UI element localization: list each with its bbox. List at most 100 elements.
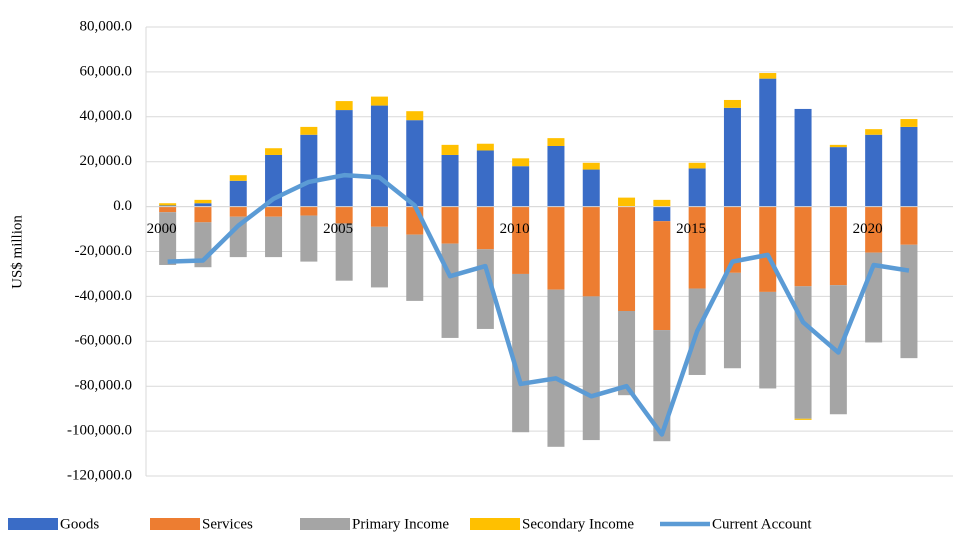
bar xyxy=(723,99,741,108)
bar xyxy=(476,150,494,207)
bar xyxy=(476,206,494,250)
y-tick-label: 60,000.0 xyxy=(80,63,133,79)
legend-label: Primary Income xyxy=(352,516,449,532)
x-tick-label: 2005 xyxy=(323,221,353,237)
bar xyxy=(370,206,388,227)
bar xyxy=(441,206,459,244)
bar xyxy=(441,144,459,155)
bar xyxy=(547,138,565,146)
bar xyxy=(512,166,530,207)
bar xyxy=(723,206,741,273)
bar xyxy=(653,330,671,442)
bar xyxy=(370,96,388,106)
bar xyxy=(229,180,247,207)
y-tick-label: -60,000.0 xyxy=(75,333,133,349)
bar xyxy=(547,206,565,290)
y-tick-label: 0.0 xyxy=(113,198,132,214)
bar xyxy=(900,126,918,207)
y-axis-label: US$ million xyxy=(9,215,25,289)
y-tick-label: -100,000.0 xyxy=(67,423,132,439)
bar xyxy=(194,206,212,223)
y-tick-label: -20,000.0 xyxy=(75,243,133,259)
bar xyxy=(159,205,177,207)
bar xyxy=(653,221,671,331)
bar xyxy=(865,129,883,135)
bar xyxy=(829,206,847,286)
bar xyxy=(229,175,247,181)
bar xyxy=(829,147,847,207)
bar xyxy=(829,144,847,148)
bar xyxy=(194,199,212,204)
x-tick-label: 2020 xyxy=(853,221,883,237)
bar xyxy=(335,223,353,281)
bar xyxy=(300,126,318,135)
y-tick-label: -120,000.0 xyxy=(67,467,132,483)
y-tick-label: 40,000.0 xyxy=(80,108,133,124)
bar xyxy=(370,226,388,288)
bar xyxy=(265,154,283,207)
bar xyxy=(265,216,283,258)
legend-swatch xyxy=(150,518,200,530)
bar xyxy=(759,73,777,79)
bar xyxy=(406,111,424,121)
bar xyxy=(476,143,494,151)
y-tick-label: 80,000.0 xyxy=(80,18,133,34)
bar xyxy=(335,101,353,111)
bar xyxy=(512,273,530,433)
bar xyxy=(865,206,883,253)
bar xyxy=(618,310,636,396)
bar xyxy=(265,148,283,155)
y-tick-label: 20,000.0 xyxy=(80,153,133,169)
bar xyxy=(159,212,177,265)
bar xyxy=(900,244,918,359)
bar xyxy=(653,206,671,222)
bar xyxy=(441,243,459,338)
bar xyxy=(441,154,459,207)
bar xyxy=(900,206,918,245)
bar xyxy=(618,206,636,311)
bar xyxy=(688,168,706,207)
bar xyxy=(370,105,388,207)
x-tick-label: 2015 xyxy=(676,221,706,237)
bar xyxy=(159,206,177,213)
bar xyxy=(335,206,353,224)
bar xyxy=(300,215,318,262)
bar xyxy=(194,203,212,207)
line xyxy=(167,172,910,437)
bar xyxy=(512,158,530,167)
bar xyxy=(688,206,706,289)
bar xyxy=(759,291,777,389)
legend-label: Services xyxy=(202,516,253,532)
legend-label: Goods xyxy=(60,516,99,532)
bar xyxy=(406,120,424,207)
bar xyxy=(794,286,812,419)
x-tick-label: 2000 xyxy=(147,221,177,237)
bar xyxy=(618,197,636,207)
legend-swatch xyxy=(470,518,520,530)
bar xyxy=(794,108,812,207)
bar xyxy=(229,206,247,217)
bar xyxy=(794,206,812,287)
bar xyxy=(688,162,706,169)
bar xyxy=(582,296,600,441)
bar xyxy=(582,206,600,297)
bar xyxy=(653,199,671,207)
bar xyxy=(300,134,318,207)
bar xyxy=(406,234,424,301)
bar xyxy=(723,107,741,207)
bar xyxy=(759,78,777,207)
bar xyxy=(265,206,283,217)
legend-swatch xyxy=(300,518,350,530)
legend-swatch xyxy=(8,518,58,530)
bar xyxy=(900,119,918,127)
bar xyxy=(865,134,883,207)
bar xyxy=(335,110,353,207)
bar xyxy=(547,145,565,207)
y-tick-label: -40,000.0 xyxy=(75,288,133,304)
bar xyxy=(759,206,777,292)
bar xyxy=(582,169,600,207)
bar xyxy=(159,203,177,206)
legend-label: Current Account xyxy=(712,516,812,532)
bar xyxy=(794,418,812,420)
